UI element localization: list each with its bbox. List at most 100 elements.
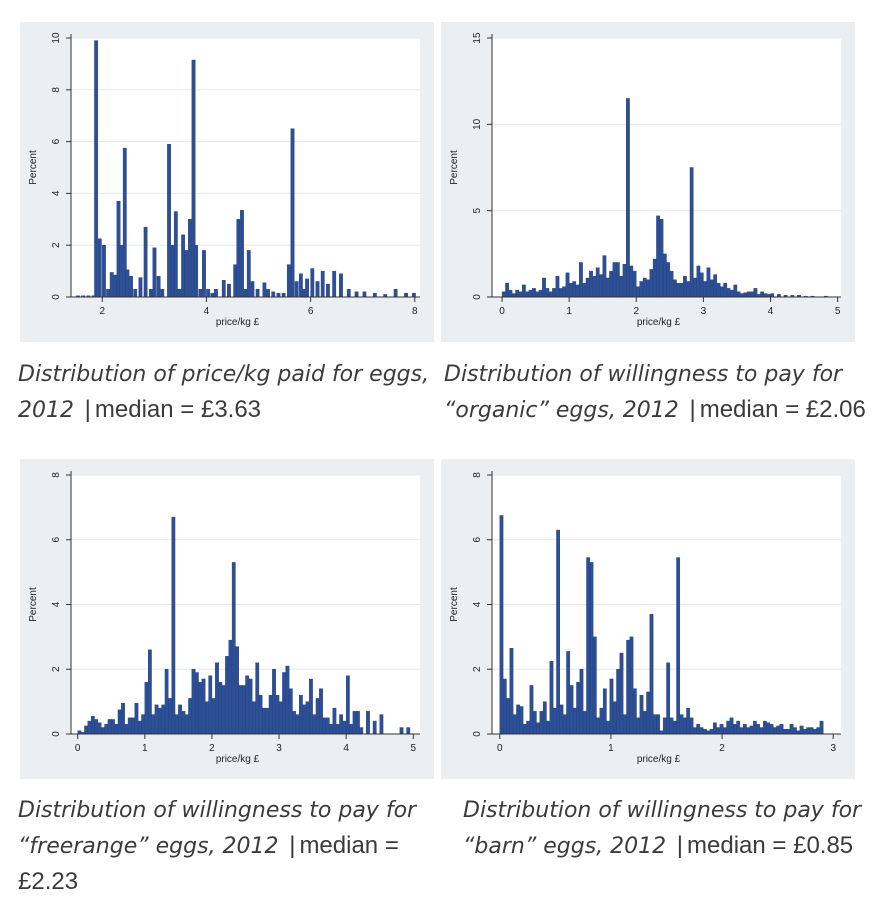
histogram-bar [662,253,667,298]
histogram-bar [406,727,411,735]
y-tick-label: 6 [51,138,62,144]
caption-title: Distribution of willingness to pay for “… [18,798,417,859]
histogram-bar [639,694,644,735]
histogram-bar [188,219,192,298]
histogram-bar [154,704,159,735]
histogram-bar [404,292,408,298]
histogram-bar [332,270,337,298]
histogram-bar [205,701,209,735]
histogram-bar [609,678,614,735]
histogram-bar [692,727,697,735]
histogram-bar [141,714,146,735]
caption-title: Distribution of price/kg paid for eggs, … [18,362,430,423]
histogram-bar [522,284,526,298]
histogram-bar [177,289,182,298]
histogram-bar [211,698,216,735]
histogram-bar [191,669,196,735]
histogram-bar [131,717,135,735]
histogram-bar [549,660,554,735]
histogram-bar [250,281,255,298]
caption-title: Distribution of willingness to pay for “… [444,362,843,423]
histogram-bar [97,238,102,298]
y-tick-label: 6 [51,537,62,543]
histogram-bar [669,717,674,735]
histogram-bar [562,286,567,298]
histogram-bar [322,717,327,735]
histogram-bar [235,646,239,735]
histogram-panel-price-paid: 0 2 4 6 8 10 2 4 6 8 price/kg £ Percent [20,22,434,342]
histogram-bar [666,662,671,735]
histogram-bar [662,717,667,735]
histogram-bar [518,291,523,298]
histogram-bar [202,250,206,298]
x-axis-label: price/kg £ [637,317,681,328]
x-tick-label: 6 [308,306,314,317]
y-tick-label: 0 [472,294,483,300]
histogram-bar [138,277,143,298]
histogram-bar [393,289,398,298]
histogram-bar [656,215,660,298]
histogram-bar [682,717,687,735]
histogram-bar [622,714,627,735]
histogram-bar [699,272,704,298]
histogram-bar [773,727,777,735]
histogram-chart-organic: 0 5 10 15 0 1 2 3 4 5 price/kg £ Percent [449,32,841,328]
histogram-bar [194,672,199,735]
histogram-bar [589,270,593,298]
x-tick-label: 0 [499,306,505,317]
histogram-bar [292,711,297,735]
histogram-bar [167,143,171,298]
histogram-bar [709,728,714,735]
histogram-bar [144,681,149,735]
histogram-bar [669,270,674,298]
histogram-bar [706,267,711,298]
histogram-bar [119,244,124,298]
histogram-bar [673,279,677,298]
histogram-bar [320,270,325,298]
histogram-bar [329,724,333,735]
histogram-bar [214,289,218,298]
x-tick-label: 4 [204,306,210,317]
histogram-bar [129,276,133,298]
histogram-bar [305,278,309,298]
histogram-bar [245,675,250,735]
x-tick-label: 2 [634,306,640,317]
y-tick-label: 8 [472,472,483,478]
histogram-bar [763,293,768,298]
histogram-bar [539,711,544,735]
histogram-bar [693,277,697,298]
histogram-bar [298,273,303,298]
histogram-bar [789,724,794,735]
caption-median: median = £2.23 [18,832,399,895]
histogram-bar [749,725,754,735]
histogram-bar [689,167,694,298]
histogram-bar [629,265,634,298]
histogram-bar [233,264,238,298]
histogram-bar [133,289,138,298]
histogram-bar [335,724,340,735]
histogram-bar [632,688,637,735]
y-axis-label: Percent [28,150,39,185]
histogram-bar [501,291,506,298]
histogram-bar [816,727,821,735]
histogram-bar [622,263,627,298]
histogram-bar [499,515,504,735]
caption-freerange: Distribution of willingness to pay for “… [18,792,448,899]
y-tick-label: 2 [51,666,62,672]
histogram-bar [602,255,607,298]
histogram-bar [228,639,233,735]
histogram-bar [558,288,563,298]
histogram-bar [642,277,647,298]
histogram-bar [743,292,748,298]
histogram-bar [124,724,129,735]
histogram-bar [736,291,741,298]
histogram-bar [686,707,691,735]
histogram-bar [218,681,223,735]
histogram-bar [568,282,573,298]
y-tick-label: 0 [472,731,483,737]
histogram-bar [599,274,603,298]
histogram-bar [181,711,186,735]
histogram-bar [572,707,577,735]
histogram-bar [676,557,681,735]
histogram-bar [522,724,527,735]
